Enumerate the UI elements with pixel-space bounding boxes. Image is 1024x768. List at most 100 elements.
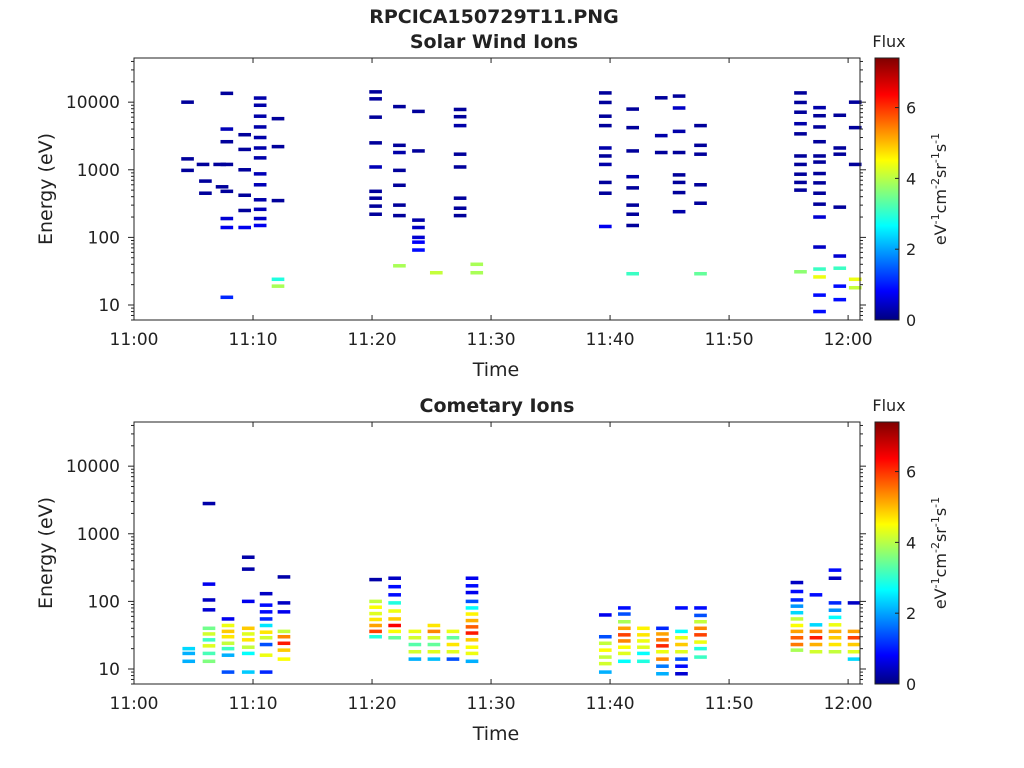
x-tick-label: 11:10 — [229, 330, 278, 350]
x-tick-label: 11:50 — [705, 694, 754, 714]
heatmap-cell — [828, 649, 842, 654]
heatmap-cell — [598, 655, 612, 659]
heatmap-cell — [465, 584, 479, 588]
x-tick-label: 11:20 — [348, 694, 397, 714]
x-tick-label: 12:00 — [824, 694, 873, 714]
heatmap-cell — [598, 641, 612, 646]
heatmap-cell — [427, 649, 441, 654]
heatmap-cell — [794, 270, 807, 274]
heatmap-cell — [790, 604, 804, 608]
heatmap-cell — [794, 110, 807, 114]
y-tick-label: 10000 — [66, 93, 120, 113]
heatmap-cell — [259, 603, 273, 607]
heatmap-cell — [369, 141, 382, 145]
heatmap-cell — [453, 213, 467, 218]
heatmap-cell — [253, 183, 267, 187]
heatmap-cell — [828, 608, 842, 612]
y-tick-label: 10000 — [66, 457, 120, 477]
panel-1 — [128, 57, 900, 321]
colorbar — [874, 57, 900, 321]
heatmap-cell — [202, 659, 216, 664]
heatmap-cell — [369, 605, 382, 609]
heatmap-cell — [598, 613, 612, 617]
heatmap-cell — [202, 626, 216, 631]
heatmap-cell — [626, 107, 640, 111]
heatmap-cell — [221, 629, 235, 634]
heatmap-cell — [202, 644, 216, 648]
heatmap-cell — [253, 103, 267, 108]
heatmap-cell — [369, 165, 382, 169]
heatmap-cell — [675, 664, 688, 668]
heatmap-cell — [388, 635, 401, 640]
x-tick-label: 11:20 — [348, 330, 397, 350]
heatmap-cell — [637, 651, 650, 656]
heatmap-cell — [259, 610, 273, 614]
heatmap-cell — [833, 284, 847, 288]
heatmap-cell — [656, 626, 669, 631]
heatmap-cell — [813, 245, 826, 249]
plot-frame — [133, 57, 861, 321]
heatmap-cell — [794, 121, 807, 126]
heatmap-cell — [598, 154, 612, 158]
heatmap-cell — [848, 125, 862, 130]
heatmap-cell — [221, 653, 235, 657]
heatmap-cell — [259, 670, 273, 674]
y-tick-label: 10 — [98, 660, 120, 680]
heatmap-cell — [259, 653, 273, 657]
heatmap-cell — [809, 635, 823, 640]
heatmap-cell — [675, 672, 688, 676]
heatmap-cell — [618, 626, 631, 631]
heatmap-cell — [465, 625, 479, 629]
heatmap-cell — [847, 629, 861, 634]
heatmap-cell — [794, 180, 807, 185]
heatmap-cell — [369, 623, 382, 628]
heatmap-cell — [241, 555, 255, 559]
panel-2 — [128, 421, 900, 685]
heatmap-cell — [672, 173, 686, 177]
heatmap-cell — [393, 143, 406, 148]
heatmap-cell — [790, 623, 804, 628]
colorbar-tick-label: 0 — [906, 311, 916, 330]
heatmap-cell — [241, 638, 255, 642]
heatmap-cell — [675, 629, 688, 634]
heatmap-cell — [598, 100, 612, 105]
heatmap-cell — [675, 642, 688, 647]
heatmap-cell — [241, 670, 255, 674]
heatmap-cell — [813, 191, 826, 195]
heatmap-cell — [654, 96, 668, 100]
heatmap-cell — [790, 589, 804, 594]
heatmap-cell — [253, 223, 267, 228]
heatmap-cell — [598, 123, 612, 128]
heatmap-cell — [656, 644, 669, 648]
heatmap-cell — [238, 193, 252, 198]
heatmap-cell — [828, 642, 842, 647]
heatmap-cell — [202, 582, 216, 586]
heatmap-cell — [626, 174, 640, 179]
heatmap-cell — [598, 91, 612, 95]
heatmap-cell — [393, 104, 406, 109]
heatmap-cell — [393, 264, 406, 268]
heatmap-cell — [259, 623, 273, 628]
heatmap-cell — [833, 254, 847, 258]
heatmap-cell — [598, 162, 612, 167]
heatmap-cell — [446, 635, 460, 640]
heatmap-cell — [369, 189, 382, 194]
colorbar-tick-label: 2 — [906, 240, 916, 259]
heatmap-cell — [813, 275, 826, 279]
heatmap-cell — [675, 606, 688, 610]
heatmap-cell — [393, 213, 406, 218]
heatmap-cell — [794, 100, 807, 105]
heatmap-cell — [790, 598, 804, 602]
heatmap-cell — [694, 271, 707, 276]
heatmap-cell — [202, 608, 216, 612]
heatmap-cell — [388, 617, 401, 621]
heatmap-cell — [813, 154, 826, 158]
heatmap-cell — [369, 97, 382, 101]
heatmap-cell — [637, 639, 650, 643]
heatmap-cell — [393, 150, 406, 155]
heatmap-cell — [253, 198, 267, 202]
heatmap-cell — [465, 659, 479, 664]
heatmap-cell — [238, 168, 252, 172]
heatmap-cell — [241, 651, 255, 656]
heatmap-cell — [794, 172, 807, 176]
